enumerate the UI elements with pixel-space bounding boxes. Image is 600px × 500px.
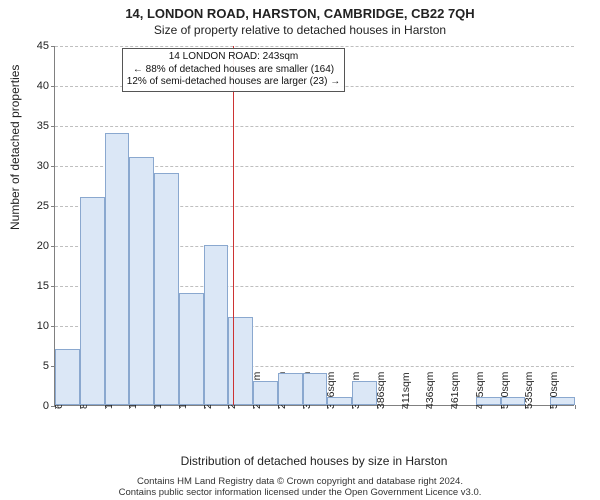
histogram-bar [352,381,377,405]
histogram-bar [278,373,303,405]
chart-area: 05101520253035404563sqm88sqm113sqm138sqm… [54,46,574,406]
ytick-mark [51,46,55,47]
ytick-label: 15 [37,280,49,292]
y-axis-title: Number of detached properties [8,65,22,230]
ytick-label: 30 [37,160,49,172]
annotation-line: ← 88% of detached houses are smaller (16… [133,64,334,75]
histogram-bar [80,197,105,405]
ytick-label: 35 [37,120,49,132]
histogram-bar [303,373,328,405]
histogram-bar [154,173,179,405]
ytick-label: 0 [43,400,49,412]
marker-line [233,46,234,405]
ytick-label: 25 [37,200,49,212]
xtick-label: 436sqm [424,372,436,409]
ytick-label: 5 [43,360,49,372]
ytick-mark [51,86,55,87]
footer-line1: Contains HM Land Registry data © Crown c… [137,476,463,487]
x-axis-title: Distribution of detached houses by size … [164,454,464,468]
ytick-mark [51,326,55,327]
histogram-bar [253,381,278,405]
histogram-bar [105,133,130,405]
histogram-bar [228,317,253,405]
ytick-mark [51,286,55,287]
ytick-label: 40 [37,80,49,92]
xtick-label: 386sqm [375,372,387,409]
ytick-mark [51,206,55,207]
histogram-bar [179,293,204,405]
ytick-label: 10 [37,320,49,332]
footer: Contains HM Land Registry data © Crown c… [0,476,600,498]
histogram-bar [327,397,352,405]
xtick-label: 461sqm [449,372,461,409]
xtick-mark [575,405,576,409]
ytick-mark [51,166,55,167]
ytick-mark [51,126,55,127]
histogram-bar [550,397,575,405]
annotation-line: 14 LONDON ROAD: 243sqm [169,51,299,62]
histogram-bar [129,157,154,405]
histogram-bar [501,397,526,405]
xtick-label: 411sqm [400,372,412,409]
histogram-bar [55,349,80,405]
grid-line [55,126,574,127]
ytick-mark [51,246,55,247]
histogram-bar [204,245,229,405]
grid-line [55,46,574,47]
page-title: 14, LONDON ROAD, HARSTON, CAMBRIDGE, CB2… [0,0,600,21]
ytick-label: 20 [37,240,49,252]
page-subtitle: Size of property relative to detached ho… [0,21,600,37]
histogram-bar [476,397,501,405]
plot: 05101520253035404563sqm88sqm113sqm138sqm… [54,46,574,406]
annotation-box: 14 LONDON ROAD: 243sqm ← 88% of detached … [122,48,345,92]
xtick-label: 535sqm [523,372,535,409]
ytick-label: 45 [37,40,49,52]
footer-line2: Contains public sector information licen… [119,487,482,498]
annotation-line: 12% of semi-detached houses are larger (… [127,76,340,87]
